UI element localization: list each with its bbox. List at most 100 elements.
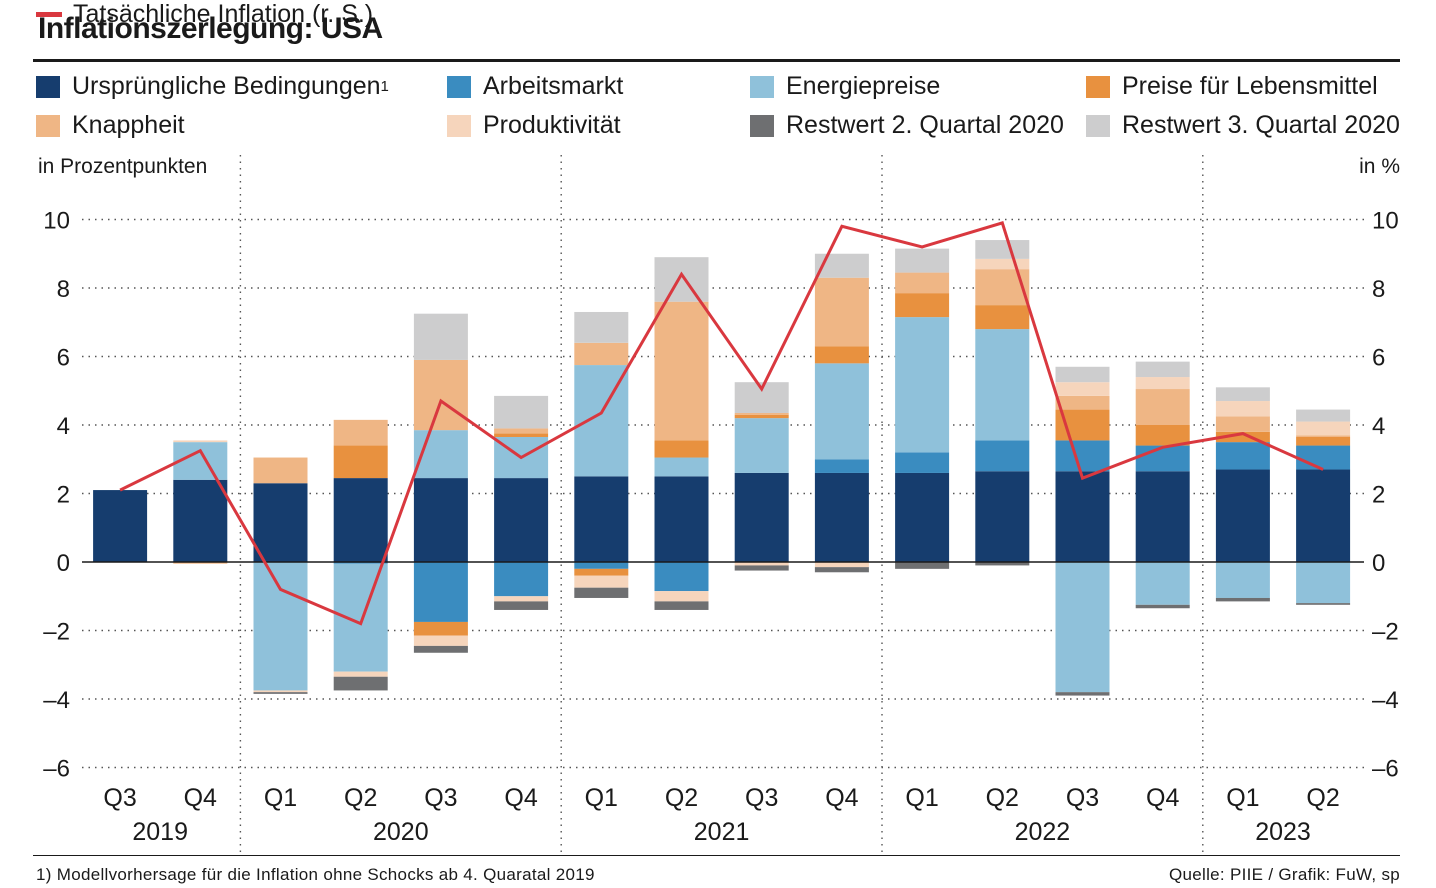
bar-segment — [975, 258, 1030, 270]
bar-segment — [253, 690, 308, 693]
right-axis-unit: in % — [1359, 155, 1400, 178]
legend-label: Energiepreise — [786, 72, 941, 100]
bar-segment — [413, 621, 468, 636]
bar-segment — [253, 692, 308, 694]
bar-segment — [253, 483, 308, 562]
year-label: 2022 — [1015, 818, 1071, 846]
bar-segment — [1296, 409, 1351, 422]
bar-segment — [1055, 471, 1110, 562]
title-rule — [33, 59, 1400, 62]
legend-label: Arbeitsmarkt — [483, 72, 624, 100]
legend-color-swatch — [1086, 75, 1110, 98]
x-tick-label: Q3 — [1066, 784, 1099, 812]
x-tick-label: Q1 — [585, 784, 618, 812]
bar-segment — [173, 562, 228, 564]
year-label: 2019 — [132, 818, 188, 846]
x-tick-label: Q4 — [504, 784, 537, 812]
bar-segment — [253, 562, 308, 691]
bar-segment — [654, 562, 709, 592]
bar-segment — [494, 433, 549, 437]
legend-item: Preise für Lebensmittel — [1086, 72, 1378, 101]
y-tick-label-left: 6 — [57, 345, 70, 372]
x-tick-label: Q2 — [1306, 784, 1339, 812]
bar-segment — [1215, 597, 1270, 602]
x-tick-label: Q1 — [264, 784, 297, 812]
y-tick-label-right: 10 — [1372, 208, 1399, 235]
bar-segment — [1296, 562, 1351, 604]
bar-segment — [814, 363, 869, 460]
y-tick-label-right: 2 — [1372, 482, 1385, 509]
bar-segment — [654, 301, 709, 441]
bar-segment — [1135, 361, 1190, 378]
x-tick-label: Q3 — [424, 784, 457, 812]
bar-segment — [654, 591, 709, 602]
bar-segment — [654, 440, 709, 458]
bar-segment — [494, 478, 549, 562]
legend-label: Knappheit — [72, 111, 185, 139]
footer-rule — [33, 855, 1400, 856]
bar-segment — [814, 472, 869, 562]
legend-color-swatch — [36, 114, 60, 137]
bar-segment — [1055, 395, 1110, 410]
bar-segment — [253, 457, 308, 484]
bar-segment — [333, 671, 388, 677]
legend-color-swatch — [750, 114, 774, 137]
chart-title: Inflationszerlegung: USA — [38, 12, 383, 45]
y-tick-label-right: –2 — [1372, 619, 1399, 646]
bar-segment — [975, 269, 1030, 306]
legend-label: Preise für Lebensmittel — [1122, 72, 1378, 100]
x-tick-label: Q4 — [184, 784, 217, 812]
bar-segment — [895, 317, 950, 453]
bar-segment — [1215, 562, 1270, 598]
bar-segment — [975, 562, 1030, 566]
legend-label: Restwert 2. Quartal 2020 — [786, 111, 1064, 139]
bar-segment — [895, 293, 950, 318]
legend-label: Tatsächliche Inflation (r. S.) — [73, 0, 374, 28]
bar-segment — [413, 359, 468, 431]
bar-segment — [1135, 604, 1190, 609]
bar-segment — [494, 601, 549, 610]
bar-segment — [975, 305, 1030, 330]
bar-segment — [173, 479, 228, 562]
bar-segment — [734, 562, 789, 566]
bar-segment — [975, 240, 1030, 259]
legend-color-swatch — [1086, 114, 1110, 137]
source-credit: Quelle: PIIE / Grafik: FuW, sp — [1168, 865, 1400, 884]
bar-segment — [734, 565, 789, 571]
x-tick-label: Q3 — [745, 784, 778, 812]
x-tick-label: Q4 — [825, 784, 858, 812]
bar-segment — [333, 419, 388, 446]
bar-segment — [814, 459, 869, 473]
bar-segment — [1296, 469, 1351, 562]
bar-segment — [413, 478, 468, 562]
bar-segment — [413, 635, 468, 646]
x-tick-label: Q1 — [1226, 784, 1259, 812]
bar-segment — [574, 476, 629, 562]
bar-segment — [1135, 445, 1190, 472]
bar-segment — [734, 414, 789, 419]
legend-item: Restwert 2. Quartal 2020 — [750, 111, 1064, 140]
bar-segment — [173, 440, 228, 443]
bar-segment — [494, 596, 549, 602]
footnote: 1) Modellvorhersage für die Inflation oh… — [36, 865, 595, 884]
y-tick-label-left: –6 — [43, 756, 70, 783]
legend-label: Produktivität — [483, 111, 621, 139]
x-tick-label: Q2 — [986, 784, 1019, 812]
bar-segment — [895, 272, 950, 294]
legend-item: Restwert 3. Quartal 2020 — [1086, 111, 1400, 140]
bar-segment — [1215, 401, 1270, 417]
bar-segment — [574, 562, 629, 569]
bar-segment — [975, 440, 1030, 472]
bar-segment — [1055, 382, 1110, 396]
bar-segment — [1296, 603, 1351, 605]
legend-item: Arbeitsmarkt — [447, 72, 623, 101]
legend-item: Produktivität — [447, 111, 621, 140]
y-tick-label-left: 8 — [57, 276, 70, 303]
bar-segment — [1215, 431, 1270, 443]
bar-segment — [1215, 416, 1270, 432]
y-tick-label-right: –6 — [1372, 756, 1399, 783]
bar-segment — [814, 277, 869, 347]
legend-item: Energiepreise — [750, 72, 940, 101]
bar-segment — [574, 575, 629, 588]
bar-segment — [975, 471, 1030, 562]
